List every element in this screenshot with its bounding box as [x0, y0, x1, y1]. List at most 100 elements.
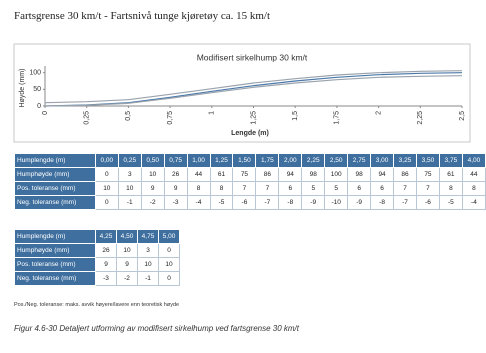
table-row: Neg. toleranse (mm) 0 -1 -2 -3 -4 -5 -6 -7 -8 -9 -1… — [14, 195, 486, 210]
y-tick-label: 100 — [29, 70, 41, 77]
table-cell: 9 — [95, 257, 117, 272]
table-cell: 2,75 — [347, 153, 372, 168]
row-header: Pos. toleranse (mm) — [14, 257, 96, 272]
table-cell: 7 — [255, 181, 280, 196]
table-cell: 5 — [324, 181, 349, 196]
table-cell: 44 — [186, 167, 211, 182]
table-cell: 0 — [94, 195, 119, 210]
table-cell: 1,50 — [232, 153, 257, 168]
table-cell: 2,00 — [278, 153, 303, 168]
table-cell: 94 — [278, 167, 303, 182]
x-tick-label: 1,25 — [250, 111, 257, 125]
x-tick-label: 0,5 — [125, 111, 132, 121]
table-cell: 0 — [158, 271, 180, 286]
table-cell: 26 — [95, 243, 117, 258]
table-cell: -2 — [116, 271, 138, 286]
table-cell: 3,00 — [370, 153, 395, 168]
table-cell: 1,25 — [209, 153, 234, 168]
table-cell: -3 — [163, 195, 188, 210]
table-cell: 9 — [140, 181, 165, 196]
table-cell: 0,50 — [140, 153, 165, 168]
table-2: Humplengde (m) 4,25 4,50 4,75 5,00 Humphøyde … — [14, 229, 180, 286]
table-cell: 8 — [186, 181, 211, 196]
table-cell: -5 — [438, 195, 463, 210]
table-cell: 10 — [117, 181, 142, 196]
table-row: Neg. toleranse (mm) -3 -2 -1 0 — [14, 271, 180, 286]
row-header: Humplengde (m) — [14, 229, 96, 244]
table-cell: 6 — [347, 181, 372, 196]
table-cell: 100 — [324, 167, 349, 182]
row-header: Humphøyde (mm) — [14, 243, 96, 258]
table-cell: 61 — [438, 167, 463, 182]
table-cell: -9 — [347, 195, 372, 210]
table-cell: -3 — [95, 271, 117, 286]
y-axis-label: Høyde (mm) — [19, 69, 26, 108]
footnote: Pos./Neg. toleranse: maks. avvik høyere/… — [14, 302, 180, 308]
table-cell: 3 — [137, 243, 159, 258]
table-cell: 8 — [438, 181, 463, 196]
y-tick-label: 0 — [37, 103, 41, 110]
table-cell: 7 — [415, 181, 440, 196]
table-cell: 9 — [116, 257, 138, 272]
table-cell: 1,75 — [255, 153, 280, 168]
x-tick-label: 2,25 — [417, 111, 424, 125]
table-cell: 5 — [301, 181, 326, 196]
table-cell: 10 — [140, 167, 165, 182]
table-cell: 6 — [278, 181, 303, 196]
table-cell: 4,25 — [95, 229, 117, 244]
table-cell: -10 — [324, 195, 349, 210]
x-tick-label: 2 — [375, 111, 382, 115]
table-row: Humplengde (m) 0,00 0,25 0,50 0,75 1,00 1,25 1,… — [14, 153, 486, 168]
table-cell: 94 — [370, 167, 395, 182]
table-cell: 61 — [209, 167, 234, 182]
table-cell: 10 — [94, 181, 119, 196]
x-tick-label: 1,75 — [334, 111, 341, 125]
table-cell: 6 — [370, 181, 395, 196]
table-1: Humplengde (m) 0,00 0,25 0,50 0,75 1,00 1,25 1,… — [14, 153, 486, 210]
table-row: Pos. toleranse (mm) 9 9 10 10 — [14, 257, 180, 272]
table-cell: 44 — [461, 167, 486, 182]
x-tick-label: 0 — [42, 111, 49, 115]
table-cell: 2,25 — [301, 153, 326, 168]
chart-title: Modifisert sirkelhump 30 km/t — [197, 52, 308, 62]
table-cell: 98 — [347, 167, 372, 182]
x-tick-label: 2,5 — [459, 111, 466, 121]
table-cell: -8 — [278, 195, 303, 210]
table-cell: 10 — [158, 257, 180, 272]
row-header: Neg. toleranse (mm) — [14, 271, 96, 286]
table-cell: 5,00 — [158, 229, 180, 244]
table-cell: 10 — [116, 243, 138, 258]
table-cell: 75 — [415, 167, 440, 182]
row-header: Neg. toleranse (mm) — [14, 195, 96, 210]
table-cell: 0,25 — [117, 153, 142, 168]
table-cell: -6 — [415, 195, 440, 210]
table-cell: 86 — [393, 167, 417, 182]
table-cell: 0 — [94, 167, 119, 182]
table-row: Pos. toleranse (mm) 10 10 9 9 8 8 7 7 6 5 5 6 6 7 7 8 8 — [14, 181, 486, 196]
table-cell: 26 — [163, 167, 188, 182]
chart-frame — [13, 43, 471, 143]
page-title: Fartsgrense 30 km/t - Fartsnivå tunge kj… — [14, 10, 271, 22]
table-cell: 9 — [163, 181, 188, 196]
table-cell: 8 — [209, 181, 234, 196]
table-cell: 3,25 — [393, 153, 417, 168]
table-cell: 75 — [232, 167, 257, 182]
table-cell: -4 — [186, 195, 211, 210]
line-series — [44, 75, 463, 107]
table-cell: -7 — [393, 195, 417, 210]
table-cell: 98 — [301, 167, 326, 182]
table-cell: 0,00 — [94, 153, 119, 168]
table-cell: 4,00 — [461, 153, 486, 168]
chart: Modifisert sirkelhump 30 km/t Høyde (mm)… — [13, 43, 471, 143]
table-cell: -1 — [117, 195, 142, 210]
row-header: Humplengde (m) — [14, 153, 96, 168]
x-tick-label: 1 — [209, 111, 216, 115]
table-cell: -7 — [255, 195, 280, 210]
x-axis-label: Lengde (m) — [231, 130, 269, 137]
table-cell: -9 — [301, 195, 326, 210]
x-tick-label: 0,75 — [167, 111, 174, 125]
table-cell: 0,75 — [163, 153, 188, 168]
row-header: Pos. toleranse (mm) — [14, 181, 96, 196]
table-cell: 4,50 — [116, 229, 138, 244]
